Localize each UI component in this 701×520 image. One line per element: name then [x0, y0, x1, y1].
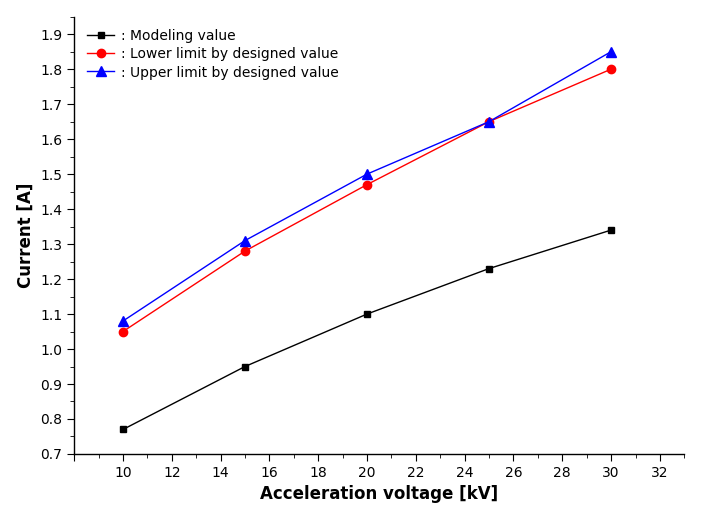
Y-axis label: Current [A]: Current [A]: [17, 183, 34, 288]
X-axis label: Acceleration voltage [kV]: Acceleration voltage [kV]: [260, 485, 498, 503]
Legend: : Modeling value, : Lower limit by designed value, : Upper limit by designed val: : Modeling value, : Lower limit by desig…: [81, 23, 345, 85]
